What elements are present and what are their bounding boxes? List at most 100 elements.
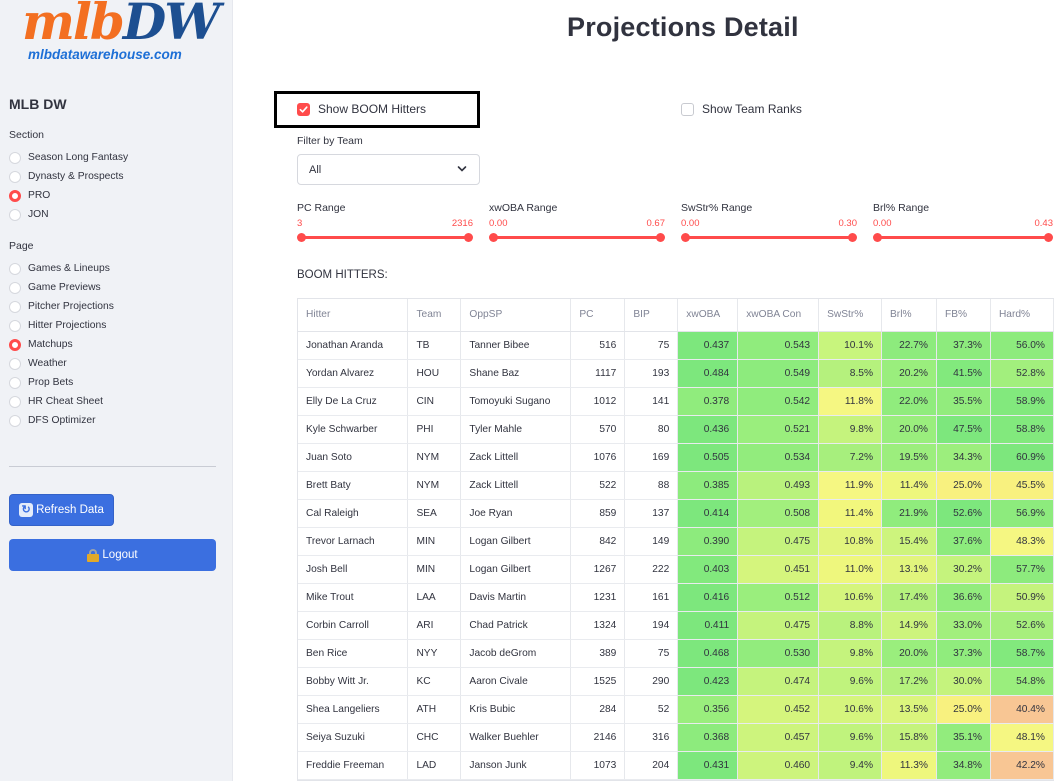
cell-pc: 842 <box>570 527 626 556</box>
table-row[interactable]: Cal Raleigh SEA Joe Ryan 859 137 0.414 0.508 11… <box>298 499 1054 528</box>
xwoba-range-max-handle[interactable] <box>656 233 665 242</box>
cell-xwoba: 0.414 <box>677 499 739 528</box>
cell-hitter: Josh Bell <box>298 555 409 584</box>
cell-hard: 52.8% <box>990 359 1054 388</box>
table-row[interactable]: Brett Baty NYM Zack Littell 522 88 0.385 0.493… <box>298 471 1054 500</box>
table-row[interactable]: Josh Bell MIN Logan Gilbert 1267 222 0.403 0.4… <box>298 555 1054 584</box>
cell-swstr: 11.0% <box>818 555 883 584</box>
page-radio-hitter-projections[interactable]: Hitter Projections <box>9 316 114 335</box>
cell-team <box>407 779 462 780</box>
section-radio-pro[interactable]: PRO <box>9 186 128 205</box>
cell-xwoba: 0.378 <box>677 387 739 416</box>
pc-range-slider[interactable]: PC Range 3 2316 <box>297 202 473 246</box>
pc-range-min-handle[interactable] <box>297 233 306 242</box>
column-header-oppsp[interactable]: OppSP <box>460 299 572 332</box>
swstr-range-max-handle[interactable] <box>848 233 857 242</box>
swstr-range-min-handle[interactable] <box>681 233 690 242</box>
cell-oppsp: Chad Patrick <box>460 611 572 640</box>
radio-unselected-icon <box>9 281 21 294</box>
table-row[interactable]: Bobby Witt Jr. KC Aaron Civale 1525 290 0.423… <box>298 667 1054 696</box>
cell-swstr: 9.8% <box>818 639 883 668</box>
cell-brl: 17.2% <box>881 667 937 696</box>
pc-range-max-handle[interactable] <box>464 233 473 242</box>
cell-hitter: Juan Soto <box>298 443 409 472</box>
page-radio-game-previews[interactable]: Game Previews <box>9 278 114 297</box>
column-header-xwoba[interactable]: xwOBA <box>677 299 739 332</box>
page-radio-pitcher-projections[interactable]: Pitcher Projections <box>9 297 114 316</box>
show-team-ranks-label: Show Team Ranks <box>702 102 802 116</box>
cell-brl: 15.8% <box>881 723 937 752</box>
brl-range-slider[interactable]: Brl% Range 0.00 0.43 <box>873 202 1053 246</box>
brl-range-min-handle[interactable] <box>873 233 882 242</box>
boom-hitters-table[interactable]: Hitter Team OppSP PC BIP xwOBA xwOBA Con SwStr%… <box>297 298 1054 781</box>
column-header-bip[interactable]: BIP <box>624 299 679 332</box>
column-header-hard[interactable]: Hard% <box>990 299 1054 332</box>
table-row[interactable]: Mike Trout LAA Davis Martin 1231 161 0.416 0.5… <box>298 583 1054 612</box>
xwoba-range-min-handle[interactable] <box>489 233 498 242</box>
show-team-ranks-checkbox[interactable]: Show Team Ranks <box>681 102 802 116</box>
section-radio-jon[interactable]: JON <box>9 205 128 224</box>
table-row[interactable]: Trevor Larnach MIN Logan Gilbert 842 149 0.39… <box>298 527 1054 556</box>
xwoba-range-slider[interactable]: xwOBA Range 0.00 0.67 <box>489 202 665 246</box>
cell-bip: 88 <box>624 471 679 500</box>
xwoba-range-label: xwOBA Range <box>489 202 558 214</box>
xwoba-range-track <box>493 236 661 239</box>
cell-bip: 204 <box>624 751 679 780</box>
cell-brl: 22.7% <box>881 331 937 360</box>
table-row[interactable]: Yordan Alvarez HOU Shane Baz 1117 193 0.484 0.… <box>298 359 1054 388</box>
table-row[interactable]: Freddie Freeman LAD Janson Junk 1073 204 0.43… <box>298 751 1054 780</box>
brl-range-max-handle[interactable] <box>1044 233 1053 242</box>
cell-xwoba-con: 0.549 <box>737 359 820 388</box>
filter-by-team-select[interactable]: All <box>297 154 480 185</box>
radio-unselected-icon <box>9 262 21 275</box>
cell-xwoba: 0.403 <box>677 555 739 584</box>
cell-team: SEA <box>407 499 462 528</box>
sidebar-divider <box>9 466 216 467</box>
show-boom-hitters-checkbox[interactable]: Show BOOM Hitters <box>297 102 426 116</box>
cell-oppsp: Tyler Mahle <box>460 415 572 444</box>
column-header-xwoba-con[interactable]: xwOBA Con <box>737 299 820 332</box>
cell-oppsp: Walker Buehler <box>460 723 572 752</box>
page-radio-games-lineups[interactable]: Games & Lineups <box>9 259 114 278</box>
checked-checkbox-icon <box>297 102 310 116</box>
column-header-fb[interactable]: FB% <box>936 299 991 332</box>
refresh-data-button[interactable]: ↻ Refresh Data <box>9 494 114 526</box>
table-row[interactable]: Corbin Carroll ARI Chad Patrick 1324 194 0.41… <box>298 611 1054 640</box>
cell-brl: 20.2% <box>881 359 937 388</box>
swstr-range-slider[interactable]: SwStr% Range 0.00 0.30 <box>681 202 857 246</box>
section-radio-season-long-fantasy[interactable]: Season Long Fantasy <box>9 148 128 167</box>
column-header-pc[interactable]: PC <box>570 299 626 332</box>
page-radio-weather[interactable]: Weather <box>9 354 114 373</box>
sidebar: mlbDW mlbdatawarehouse.com MLB DW Sectio… <box>0 0 233 781</box>
column-header-hitter[interactable]: Hitter <box>298 299 409 332</box>
column-header-team[interactable]: Team <box>407 299 462 332</box>
logout-button[interactable]: Logout <box>9 539 216 571</box>
table-row[interactable]: Elly De La Cruz CIN Tomoyuki Sugano 1012 141… <box>298 387 1054 416</box>
cell-xwoba: 0.416 <box>677 583 739 612</box>
cell-swstr: 10.6% <box>818 583 883 612</box>
table-row[interactable]: Juan Soto NYM Zack Littell 1076 169 0.505 0.53… <box>298 443 1054 472</box>
column-header-brl[interactable]: Brl% <box>881 299 937 332</box>
cell-xwoba-con <box>737 779 820 780</box>
page-radio-dfs-optimizer[interactable]: DFS Optimizer <box>9 411 114 430</box>
table-row[interactable]: Ben Rice NYY Jacob deGrom 389 75 0.468 0.530 9.… <box>298 639 1054 668</box>
section-radio-dynasty-prospects[interactable]: Dynasty & Prospects <box>9 167 128 186</box>
pc-range-label: PC Range <box>297 202 346 214</box>
boom-hitters-heading: BOOM HITTERS: <box>297 269 388 281</box>
column-header-swstr[interactable]: SwStr% <box>818 299 883 332</box>
table-row[interactable]: Kyle Schwarber PHI Tyler Mahle 570 80 0.436 0.… <box>298 415 1054 444</box>
table-row[interactable]: Jonathan Aranda TB Tanner Bibee 516 75 0.437 0… <box>298 331 1054 360</box>
radio-selected-icon <box>9 338 21 351</box>
cell-bip: 169 <box>624 443 679 472</box>
table-row[interactable]: Seiya Suzuki CHC Walker Buehler 2146 316 0.36… <box>298 723 1054 752</box>
cell-fb: 41.5% <box>936 359 991 388</box>
table-row[interactable] <box>298 779 1054 780</box>
cell-brl: 19.5% <box>881 443 937 472</box>
cell-pc: 1076 <box>570 443 626 472</box>
table-row[interactable]: Shea Langeliers ATH Kris Bubic 284 52 0.356 0.… <box>298 695 1054 724</box>
page-radio-hr-cheat-sheet[interactable]: HR Cheat Sheet <box>9 392 114 411</box>
page-radio-matchups[interactable]: Matchups <box>9 335 114 354</box>
page-radio-prop-bets[interactable]: Prop Bets <box>9 373 114 392</box>
cell-xwoba-con: 0.475 <box>737 611 820 640</box>
radio-unselected-icon <box>9 414 21 427</box>
